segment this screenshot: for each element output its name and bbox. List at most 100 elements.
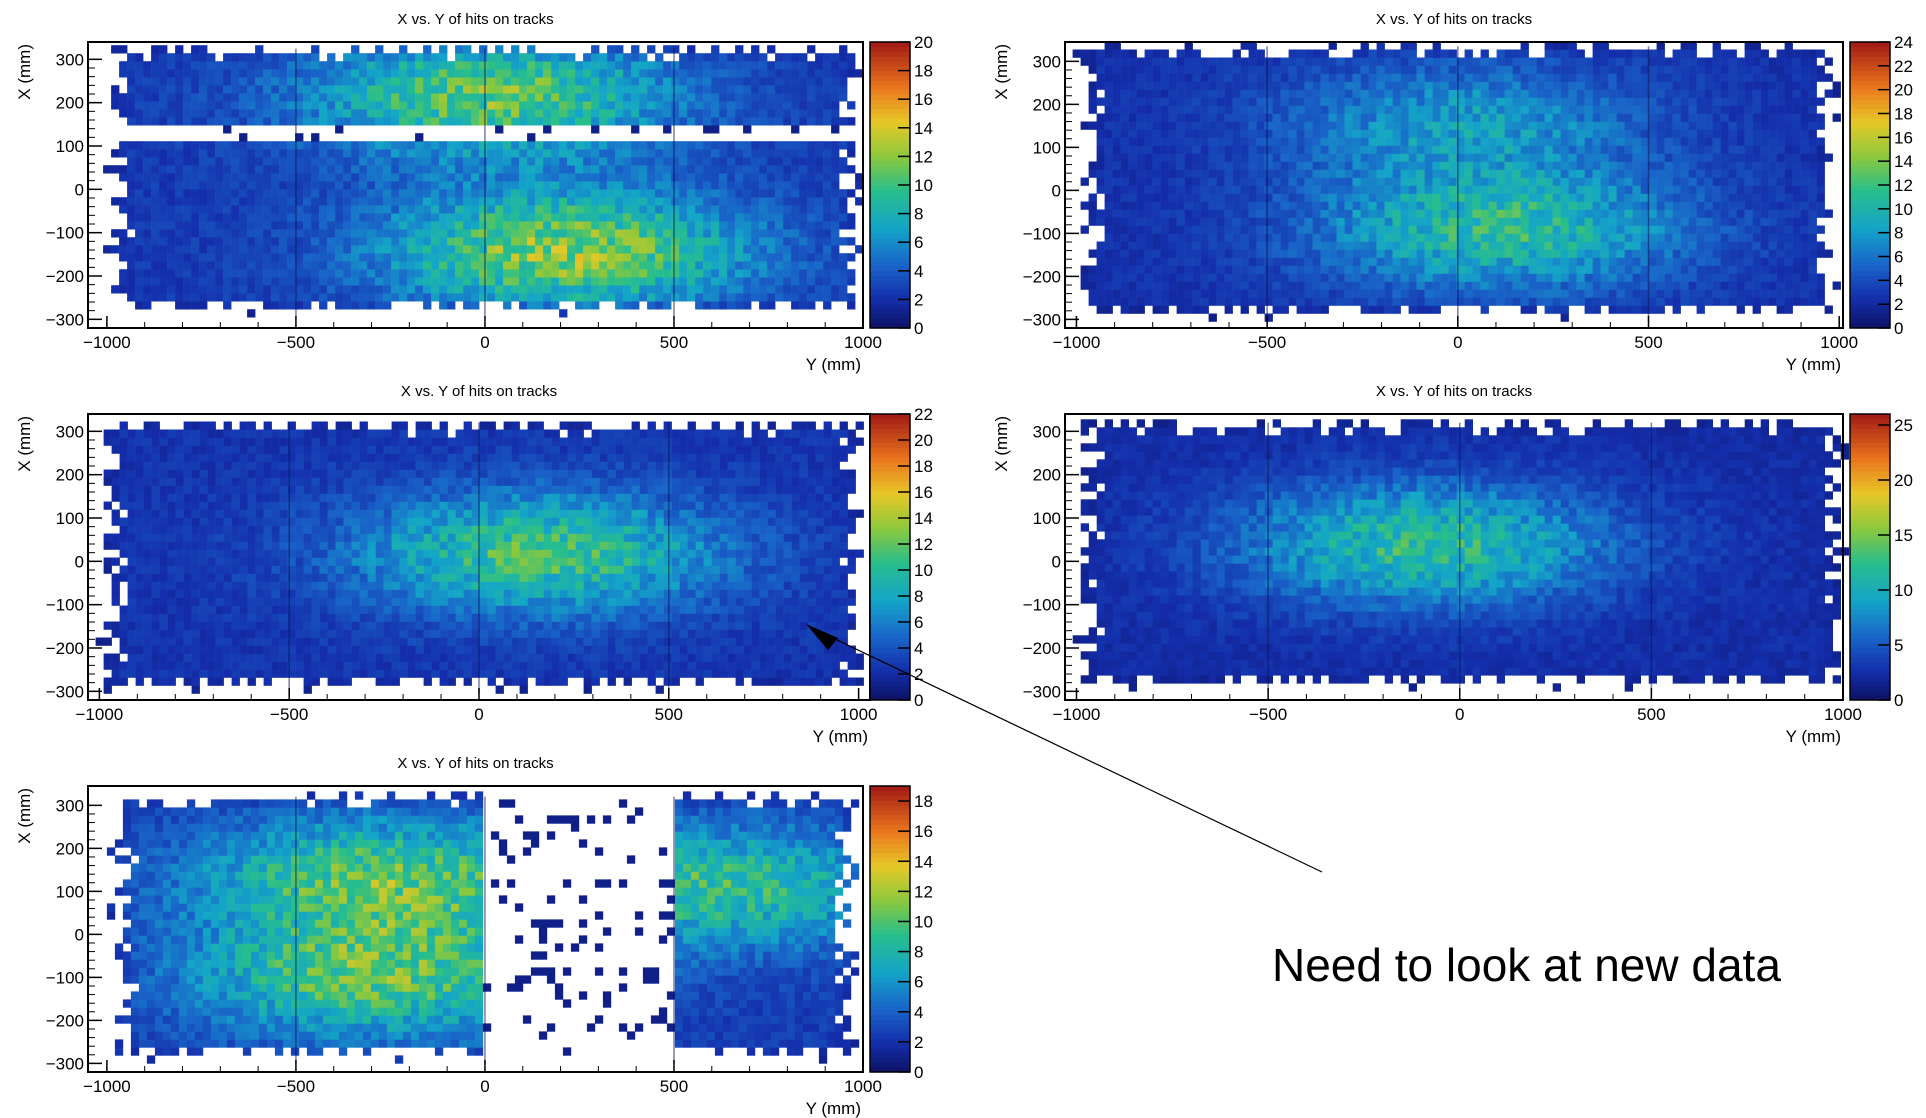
heatmap-cell: [1465, 162, 1473, 170]
heatmap-cell: [727, 69, 735, 77]
heatmap-cell: [599, 61, 607, 69]
heatmap-cell: [1353, 146, 1361, 154]
heatmap-cell: [1417, 146, 1425, 154]
heatmap-cell: [1089, 274, 1097, 282]
heatmap-cell: [407, 101, 415, 109]
heatmap-cell: [1705, 274, 1713, 282]
heatmap-cell: [215, 253, 223, 261]
heatmap-cell: [767, 85, 775, 93]
heatmap-cell: [655, 173, 663, 181]
heatmap-cell: [1089, 122, 1097, 130]
heatmap-cell: [767, 157, 775, 165]
heatmap-cell: [255, 157, 263, 165]
heatmap-cell: [1729, 130, 1737, 138]
heatmap-cell: [535, 277, 543, 285]
heatmap-cell: [1385, 162, 1393, 170]
heatmap-cell: [375, 141, 383, 149]
heatmap-cell: [279, 197, 287, 205]
heatmap-cell: [1441, 138, 1449, 146]
heatmap-cell: [1145, 234, 1153, 242]
heatmap-cell: [1569, 250, 1577, 258]
heatmap-cell: [151, 229, 159, 237]
heatmap-cell: [279, 293, 287, 301]
heatmap-cell: [1649, 146, 1657, 154]
heatmap-cell: [767, 229, 775, 237]
heatmap-cell: [399, 229, 407, 237]
heatmap-cell: [151, 61, 159, 69]
heatmap-cell: [1521, 186, 1529, 194]
heatmap-cell: [671, 117, 679, 125]
heatmap-cell: [1505, 218, 1513, 226]
heatmap-cell: [631, 229, 639, 237]
heatmap-cell: [399, 157, 407, 165]
heatmap-cell: [783, 109, 791, 117]
heatmap-cell: [1769, 194, 1777, 202]
heatmap-cell: [607, 165, 615, 173]
heatmap-cell: [1737, 170, 1745, 178]
heatmap-cell: [1401, 234, 1409, 242]
heatmap-cell: [519, 77, 527, 85]
heatmap-cell: [1737, 258, 1745, 266]
heatmap-cell: [207, 285, 215, 293]
heatmap-cell: [1393, 282, 1401, 290]
heatmap-cell: [463, 101, 471, 109]
heatmap-cell: [591, 149, 599, 157]
heatmap-cell: [735, 245, 743, 253]
heatmap-cell: [143, 117, 151, 125]
heatmap-cell: [175, 109, 183, 117]
heatmap-cell: [1201, 186, 1209, 194]
heatmap-cell: [1569, 138, 1577, 146]
heatmap-cell: [1513, 194, 1521, 202]
heatmap-cell: [135, 181, 143, 189]
heatmap-cell: [583, 269, 591, 277]
colorbar-label: 6: [914, 233, 923, 252]
heatmap-cell: [287, 277, 295, 285]
heatmap-cell: [1185, 226, 1193, 234]
heatmap-cell: [1225, 226, 1233, 234]
heatmap-cell: [487, 69, 495, 77]
heatmap-cell: [679, 213, 687, 221]
heatmap-cell: [1233, 274, 1241, 282]
heatmap-cell: [567, 101, 575, 109]
heatmap-cell: [1185, 258, 1193, 266]
heatmap-cell: [1793, 226, 1801, 234]
heatmap-cell: [1465, 170, 1473, 178]
heatmap-cell: [727, 149, 735, 157]
heatmap-cell: [303, 221, 311, 229]
heatmap-cell: [639, 117, 647, 125]
heatmap-cell: [1737, 266, 1745, 274]
heatmap-cell: [1305, 242, 1313, 250]
heatmap-cell: [199, 237, 207, 245]
heatmap-cell: [503, 189, 511, 197]
heatmap-cell: [1377, 306, 1385, 314]
heatmap-cell: [1185, 178, 1193, 186]
heatmap-cell: [479, 77, 487, 85]
heatmap-cell: [439, 69, 447, 77]
heatmap-cell: [1737, 274, 1745, 282]
heatmap-cell: [1657, 186, 1665, 194]
heatmap-cell: [775, 69, 783, 77]
heatmap-cell: [575, 109, 583, 117]
heatmap-cell: [543, 125, 551, 133]
heatmap-cell: [735, 149, 743, 157]
heatmap-cell: [239, 101, 247, 109]
heatmap-cell: [1769, 202, 1777, 210]
colorbar-segment: [870, 156, 910, 161]
heatmap-cell: [367, 69, 375, 77]
heatmap-cell: [1777, 258, 1785, 266]
heatmap-cell: [1649, 282, 1657, 290]
heatmap-cell: [687, 229, 695, 237]
heatmap-cell: [711, 261, 719, 269]
heatmap-cell: [399, 101, 407, 109]
colorbar-segment: [870, 75, 910, 80]
heatmap-cell: [1137, 178, 1145, 186]
heatmap-cell: [719, 293, 727, 301]
heatmap-cell: [1553, 282, 1561, 290]
heatmap-cell: [223, 149, 231, 157]
heatmap-cell: [551, 229, 559, 237]
heatmap-cell: [1193, 202, 1201, 210]
heatmap-cell: [511, 101, 519, 109]
heatmap-cell: [119, 101, 127, 109]
heatmap-cell: [1441, 186, 1449, 194]
heatmap-cell: [1777, 138, 1785, 146]
